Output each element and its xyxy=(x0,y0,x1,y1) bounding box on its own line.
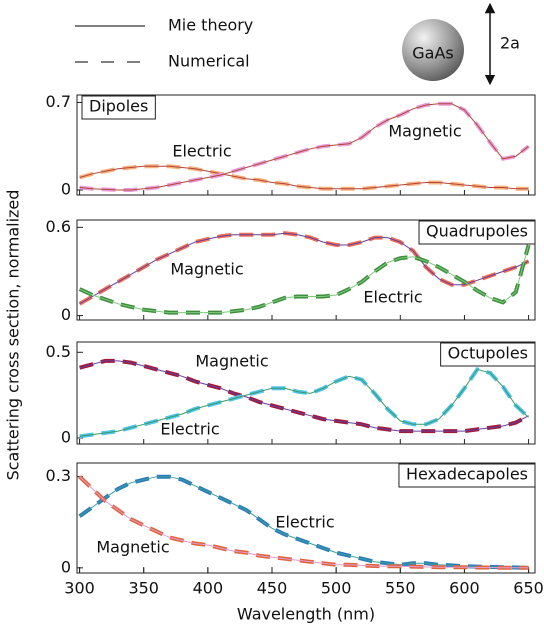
mie-line xyxy=(79,368,529,437)
x-tick-label: 400 xyxy=(193,579,224,598)
legend-label: Mie theory xyxy=(168,16,253,35)
y-tick-label: 0.6 xyxy=(46,217,71,236)
series-label: Magnetic xyxy=(96,538,169,557)
y-tick-label: 0.7 xyxy=(46,92,71,111)
panel-title-box xyxy=(440,342,536,367)
panel-title-box xyxy=(81,95,156,120)
sphere xyxy=(402,19,464,81)
x-tick-label: 600 xyxy=(449,579,480,598)
x-tick-label: 350 xyxy=(128,579,159,598)
mie-line xyxy=(79,232,529,305)
plot-frame xyxy=(76,462,536,574)
mie-line xyxy=(79,360,529,432)
mie-line xyxy=(79,165,529,190)
mie-line xyxy=(79,244,530,314)
x-tick-label: 450 xyxy=(257,579,288,598)
y-tick-label: 0 xyxy=(61,428,71,447)
numerical-line xyxy=(78,244,531,315)
y-tick-label: 0 xyxy=(61,557,71,576)
series-label: Electric xyxy=(275,513,334,532)
x-axis-label: Wavelength (nm) xyxy=(237,605,375,624)
panel-title: Octupoles xyxy=(448,344,528,363)
legend-label: Numerical xyxy=(168,52,250,71)
x-tick-label: 650 xyxy=(513,579,544,598)
y-tick-label: 0 xyxy=(61,180,71,199)
panel-title: Dipoles xyxy=(89,97,148,116)
plot-frame xyxy=(76,94,536,196)
x-tick-label: 300 xyxy=(64,579,95,598)
panel-title-box xyxy=(398,463,536,488)
y-axis-label: Scattering cross section, normalized xyxy=(4,190,23,481)
sphere-label: GaAs xyxy=(412,44,453,63)
series-label: Magnetic xyxy=(388,122,461,141)
y-tick-label: 0 xyxy=(61,305,71,324)
y-tick-label: 0.5 xyxy=(46,342,71,361)
series-label: Magnetic xyxy=(170,260,243,279)
mie-line xyxy=(79,103,529,191)
y-tick-label: 0.3 xyxy=(46,466,71,485)
numerical-line xyxy=(79,164,529,191)
x-tick-label: 550 xyxy=(385,579,416,598)
x-tick-label: 500 xyxy=(321,579,352,598)
panel-title: Quadrupoles xyxy=(426,222,528,241)
series-label: Electric xyxy=(160,420,219,439)
numerical-line xyxy=(79,358,530,434)
plot-frame xyxy=(76,341,536,445)
series-label: Electric xyxy=(172,142,231,161)
series-label: Electric xyxy=(363,288,422,307)
numerical-line xyxy=(79,367,530,439)
panel-title-box xyxy=(418,220,536,245)
plot-frame xyxy=(76,219,536,321)
series-label: Magnetic xyxy=(195,352,268,371)
panel-title: Hexadecapoles xyxy=(406,465,528,484)
mie-line xyxy=(79,476,529,569)
size-label: 2a xyxy=(500,34,520,53)
